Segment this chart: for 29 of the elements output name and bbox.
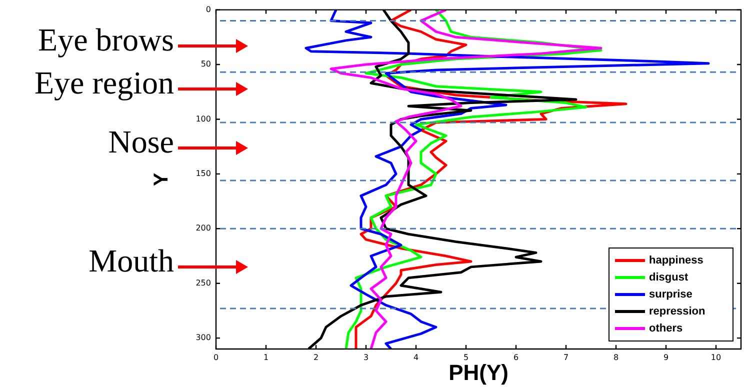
- y-tick-label: 300: [196, 333, 211, 342]
- x-tick-label: 6: [513, 352, 519, 362]
- x-tick-label: 2: [313, 352, 319, 362]
- legend-label: repression: [649, 306, 706, 318]
- text: Nose: [108, 123, 174, 160]
- x-tick-label: 8: [613, 352, 619, 362]
- y-tick-label: 200: [196, 224, 211, 233]
- y-tick-label: 100: [196, 114, 211, 124]
- x-tick-label: 4: [413, 352, 419, 362]
- x-tick-label: 10: [710, 352, 722, 362]
- legend-label: happiness: [649, 254, 704, 267]
- legend-label: others: [649, 322, 683, 335]
- y-tick-label: 250: [196, 278, 211, 288]
- text: Eye region: [34, 64, 174, 100]
- x-axis-title: PH(Y): [448, 360, 508, 385]
- text: Mouth: [88, 242, 174, 278]
- legend-label: surprise: [649, 288, 692, 301]
- x-tick-label: 5: [463, 352, 469, 362]
- x-tick-label: 1: [263, 352, 269, 362]
- x-tick-label: 3: [363, 352, 369, 362]
- y-tick-label: 150: [196, 169, 211, 178]
- text: Eye brows: [38, 21, 174, 58]
- legend-label: disgust: [649, 272, 688, 284]
- x-tick-label: 0: [213, 352, 219, 362]
- y-axis-title: Y: [150, 172, 173, 186]
- x-tick-label: 7: [563, 352, 569, 362]
- x-tick-label: 9: [663, 352, 669, 362]
- y-tick-label: 0: [206, 4, 211, 14]
- y-tick-label: 50: [200, 60, 211, 69]
